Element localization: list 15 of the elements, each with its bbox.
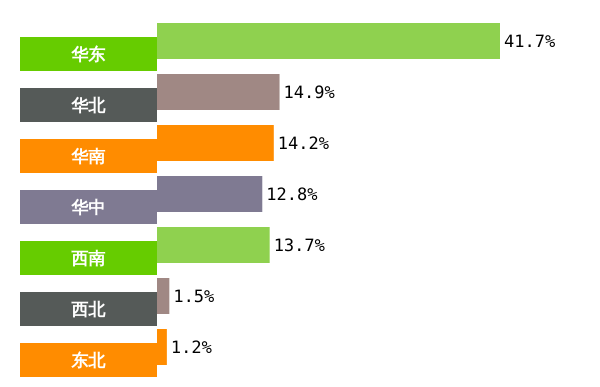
y-tick-label: 华北 xyxy=(70,96,106,116)
data-label: 12.8% xyxy=(266,185,318,205)
data-label: 41.7% xyxy=(504,32,556,52)
data-label: 1.2% xyxy=(170,338,212,358)
y-tick-label: 西南 xyxy=(70,249,106,269)
data-label: 1.5% xyxy=(173,287,214,307)
y-tick-label: 东北 xyxy=(70,351,106,371)
y-tick-label: 西北 xyxy=(70,300,106,320)
bar xyxy=(157,278,170,314)
y-tick-label: 华南 xyxy=(70,147,106,167)
data-label: 13.7% xyxy=(274,236,325,256)
data-label: 14.2% xyxy=(278,134,329,154)
y-tick-label: 华东 xyxy=(70,45,106,65)
y-tick-label: 华中 xyxy=(70,198,106,218)
data-label: 14.9% xyxy=(284,83,335,103)
